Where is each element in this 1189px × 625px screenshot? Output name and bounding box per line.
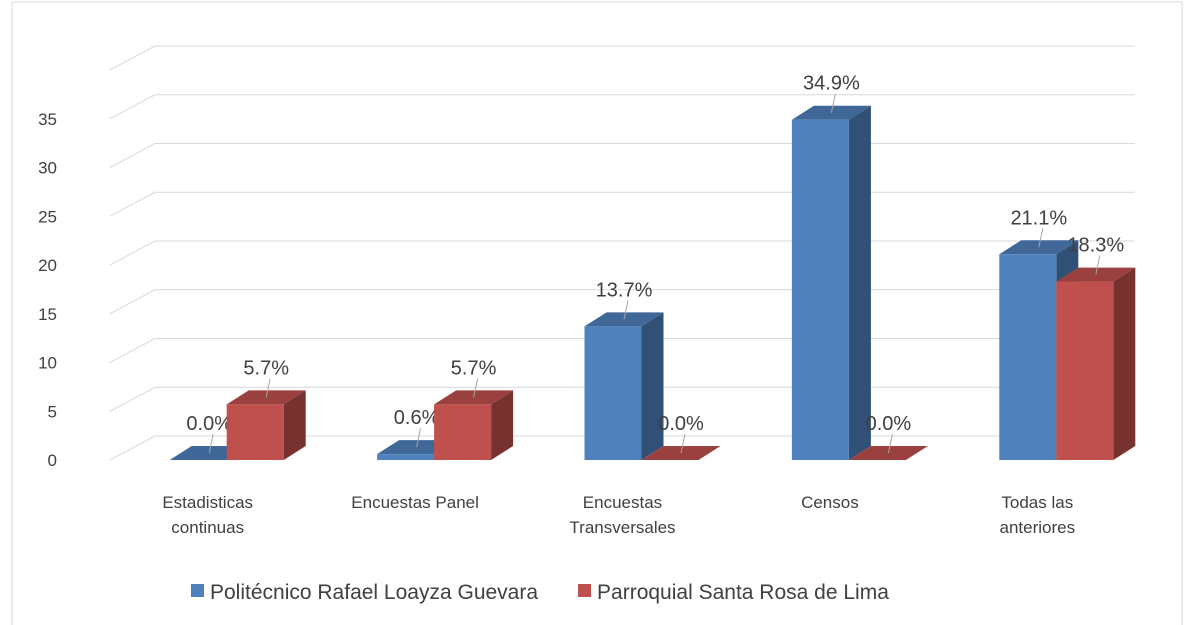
x-tick-label: Encuestas Panel [351, 493, 479, 512]
leader-line [680, 433, 686, 454]
grid-line [109, 435, 156, 461]
data-label: 21.1% [1010, 207, 1067, 229]
leader-line [1095, 255, 1101, 275]
grid-line [109, 191, 156, 217]
y-tick-label: 20 [38, 256, 57, 275]
y-tick-label: 15 [38, 305, 57, 324]
bar [434, 404, 492, 460]
bar-side [491, 390, 514, 460]
x-tick-label: Encuestas Transversales [569, 493, 676, 537]
bar-top [434, 390, 514, 405]
y-tick-label: 10 [38, 354, 57, 373]
grid-line [109, 45, 156, 71]
leader-line [887, 433, 893, 454]
chart-border [11, 1, 1183, 625]
leader-line [416, 428, 422, 448]
leader-line [830, 93, 836, 113]
leader-line [208, 433, 214, 454]
grid-line [109, 94, 156, 120]
bar-side [283, 390, 306, 460]
data-label: 0.0% [658, 413, 704, 435]
legend-label: Politécnico Rafael Loayza Guevara [210, 581, 538, 604]
y-tick-label: 35 [38, 110, 57, 129]
x-tick-label: Todas las anteriores [999, 493, 1076, 537]
y-tick-label: 30 [38, 159, 57, 178]
bar-side [641, 312, 664, 460]
leader-line [623, 300, 629, 320]
data-label: 5.7% [451, 357, 497, 379]
data-label: 0.6% [394, 407, 440, 429]
bar [584, 326, 642, 460]
data-label: 18.3% [1067, 235, 1124, 257]
data-label: 0.0% [186, 413, 232, 435]
data-label: 5.7% [243, 357, 289, 379]
y-tick-label: 5 [48, 402, 57, 421]
grid-line [109, 143, 156, 168]
data-label: 0.0% [866, 413, 912, 435]
x-tick-label: Estadisticas continuas [162, 493, 254, 537]
leader-line [1038, 228, 1044, 248]
bar [999, 254, 1057, 460]
legend-swatch [578, 584, 592, 597]
leader-line [473, 378, 479, 398]
y-tick-label: 0 [48, 451, 57, 470]
grid-line [109, 240, 156, 266]
grid-line [109, 289, 156, 315]
x-tick-label: Censos [801, 493, 859, 512]
data-label: 34.9% [803, 73, 860, 95]
bar-side [1113, 267, 1136, 460]
legend-swatch [191, 584, 204, 597]
y-tick-label: 25 [38, 207, 57, 226]
bar [226, 404, 284, 460]
leader-line [265, 378, 271, 398]
grid-line [109, 386, 156, 412]
bar [1056, 281, 1114, 460]
legend-label: Parroquial Santa Rosa de Lima [597, 581, 889, 604]
bar-side [848, 105, 871, 460]
bar [377, 454, 435, 460]
grid-line [109, 338, 156, 363]
bar [791, 119, 849, 460]
data-label: 13.7% [596, 279, 653, 301]
